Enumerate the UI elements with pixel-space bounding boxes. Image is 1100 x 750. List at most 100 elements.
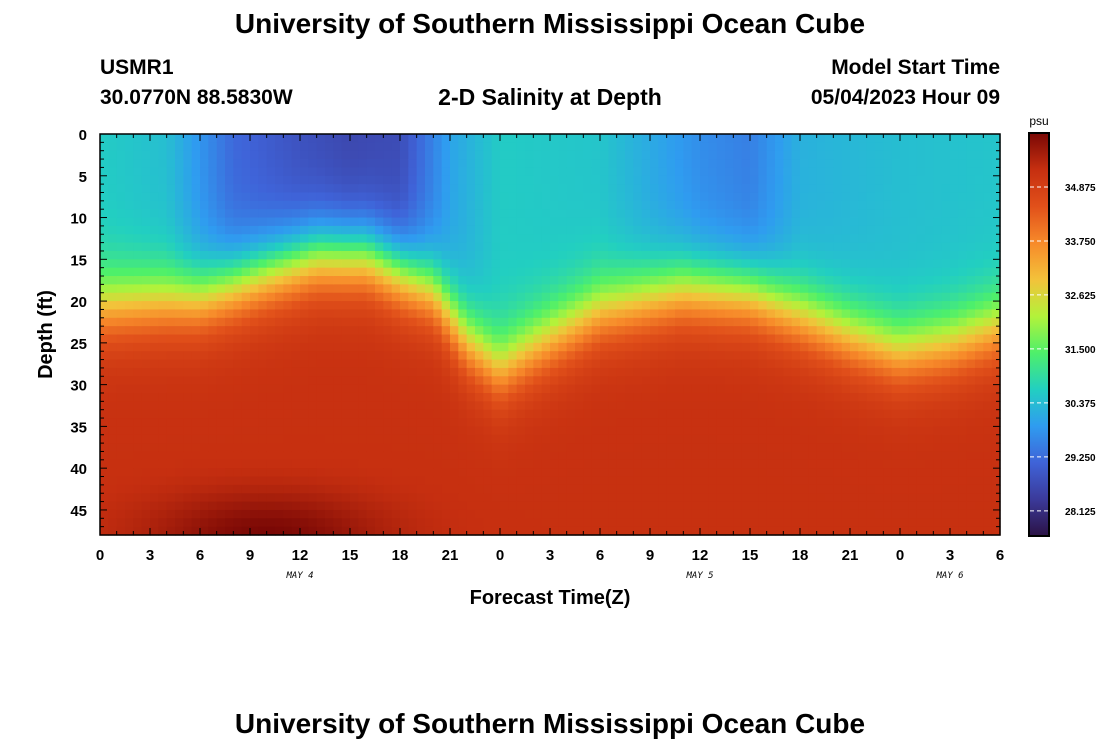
heatmap-cell bbox=[233, 384, 243, 394]
heatmap-cell bbox=[591, 217, 601, 227]
heatmap-cell bbox=[816, 326, 826, 336]
heatmap-cell bbox=[408, 184, 418, 194]
heatmap-cell bbox=[950, 409, 959, 419]
heatmap-cell bbox=[158, 501, 168, 511]
heatmap-cell bbox=[941, 159, 951, 169]
heatmap-cell bbox=[733, 309, 743, 319]
heatmap-cell bbox=[550, 259, 559, 269]
heatmap-cell bbox=[341, 326, 351, 336]
heatmap-cell bbox=[575, 209, 584, 219]
heatmap-cell bbox=[266, 526, 276, 536]
heatmap-cell bbox=[266, 284, 276, 294]
heatmap-cell bbox=[616, 276, 626, 285]
heatmap-cell bbox=[783, 426, 793, 436]
heatmap-cell bbox=[691, 376, 701, 386]
heatmap-cell bbox=[316, 392, 326, 402]
heatmap-cell bbox=[416, 309, 426, 319]
heatmap-cell bbox=[450, 134, 459, 143]
heatmap-cell bbox=[133, 309, 143, 319]
heatmap-cell bbox=[125, 175, 134, 185]
heatmap-cell bbox=[858, 484, 868, 494]
heatmap-cell bbox=[308, 159, 318, 169]
heatmap-cell bbox=[875, 167, 884, 177]
heatmap-cell bbox=[958, 392, 968, 402]
heatmap-cell bbox=[816, 342, 826, 352]
heatmap-cell bbox=[683, 142, 693, 152]
heatmap-cell bbox=[891, 384, 901, 394]
heatmap-cell bbox=[458, 392, 468, 402]
heatmap-cell bbox=[425, 184, 434, 194]
heatmap-cell bbox=[816, 418, 826, 427]
heatmap-cell bbox=[175, 493, 184, 503]
heatmap-cell bbox=[475, 518, 484, 528]
heatmap-cell bbox=[416, 434, 426, 444]
heatmap-cell bbox=[808, 351, 818, 361]
heatmap-cell bbox=[775, 259, 784, 269]
heatmap-cell bbox=[591, 292, 601, 302]
heatmap-cell bbox=[633, 184, 643, 194]
heatmap-cell bbox=[658, 501, 668, 511]
heatmap-cell bbox=[325, 192, 334, 202]
heatmap-cell bbox=[558, 468, 568, 478]
heatmap-cell bbox=[416, 150, 426, 160]
heatmap-cell bbox=[633, 351, 643, 361]
heatmap-cell bbox=[700, 376, 709, 386]
heatmap-cell bbox=[733, 401, 743, 411]
heatmap-cell bbox=[883, 326, 893, 336]
heatmap-cell bbox=[158, 192, 168, 202]
heatmap-cell bbox=[408, 451, 418, 461]
heatmap-cell bbox=[141, 451, 151, 461]
heatmap-cell bbox=[900, 192, 909, 202]
heatmap-cell bbox=[158, 451, 168, 461]
heatmap-cell bbox=[891, 217, 901, 227]
heatmap-cell bbox=[458, 501, 468, 511]
heatmap-cell bbox=[675, 476, 684, 486]
heatmap-cell bbox=[725, 284, 734, 294]
heatmap-cell bbox=[941, 376, 951, 386]
heatmap-cell bbox=[441, 225, 451, 235]
heatmap-cell bbox=[208, 342, 218, 352]
heatmap-cell bbox=[600, 292, 609, 302]
heatmap-cell bbox=[391, 234, 401, 244]
heatmap-cell bbox=[100, 459, 109, 469]
heatmap-cell bbox=[350, 267, 359, 277]
heatmap-cell bbox=[216, 284, 226, 294]
heatmap-cell bbox=[600, 384, 609, 394]
heatmap-cell bbox=[325, 234, 334, 244]
heatmap-cell bbox=[333, 209, 343, 219]
heatmap-cell bbox=[625, 459, 634, 469]
heatmap-cell bbox=[633, 167, 643, 177]
heatmap-cell bbox=[641, 167, 651, 177]
heatmap-cell bbox=[458, 284, 468, 294]
heatmap-cell bbox=[600, 493, 609, 503]
heatmap-cell bbox=[175, 225, 184, 235]
heatmap-cell bbox=[825, 443, 834, 453]
heatmap-cell bbox=[925, 459, 934, 469]
heatmap-cell bbox=[500, 376, 509, 386]
heatmap-cell bbox=[150, 409, 159, 419]
heatmap-cell bbox=[700, 476, 709, 486]
heatmap-cell bbox=[141, 167, 151, 177]
heatmap-cell bbox=[766, 334, 776, 344]
heatmap-cell bbox=[400, 384, 409, 394]
heatmap-cell bbox=[333, 309, 343, 319]
heatmap-cell bbox=[908, 284, 918, 294]
heatmap-cell bbox=[958, 167, 968, 177]
heatmap-cell bbox=[400, 334, 409, 344]
heatmap-cell bbox=[275, 250, 284, 260]
heatmap-cell bbox=[308, 284, 318, 294]
heatmap-cell bbox=[600, 468, 609, 478]
heatmap-cell bbox=[416, 459, 426, 469]
heatmap-cell bbox=[333, 443, 343, 453]
heatmap-cell bbox=[333, 468, 343, 478]
heatmap-cell bbox=[591, 384, 601, 394]
heatmap-cell bbox=[766, 301, 776, 311]
heatmap-cell bbox=[108, 526, 118, 536]
heatmap-cell bbox=[541, 167, 551, 177]
heatmap-cell bbox=[450, 326, 459, 336]
heatmap-cell bbox=[675, 175, 684, 185]
heatmap-cell bbox=[158, 434, 168, 444]
heatmap-cell bbox=[166, 509, 176, 519]
heatmap-cell bbox=[366, 259, 376, 269]
heatmap-cell bbox=[366, 409, 376, 419]
